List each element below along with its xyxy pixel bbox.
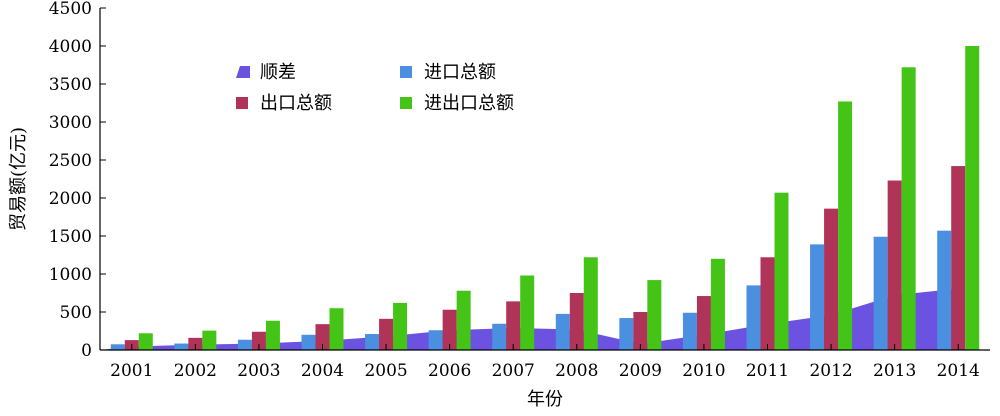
bar-0-2003 bbox=[237, 339, 252, 350]
bars-layer bbox=[110, 46, 980, 350]
bar-0-2011 bbox=[746, 285, 761, 350]
legend-swatch-0 bbox=[236, 66, 250, 78]
bar-0-2001 bbox=[110, 344, 125, 350]
y-tick-label: 4500 bbox=[49, 0, 92, 19]
y-tick-label: 2000 bbox=[49, 189, 92, 209]
x-tick-label: 2009 bbox=[619, 361, 662, 381]
bar-0-2005 bbox=[365, 334, 380, 350]
x-tick-label: 2011 bbox=[746, 361, 789, 381]
x-tick-label: 2014 bbox=[937, 361, 980, 381]
y-tick-label: 1000 bbox=[49, 265, 92, 285]
bar-0-2014 bbox=[937, 230, 952, 350]
bar-0-2012 bbox=[810, 244, 825, 350]
x-tick-label: 2007 bbox=[492, 361, 535, 381]
x-tick-label: 2004 bbox=[301, 361, 344, 381]
bar-2-2010 bbox=[710, 258, 725, 350]
surplus-area-layer bbox=[100, 288, 959, 350]
bar-1-2008 bbox=[569, 293, 584, 350]
bar-1-2005 bbox=[379, 318, 394, 350]
bar-2-2007 bbox=[520, 275, 535, 350]
bar-2-2013 bbox=[901, 67, 916, 350]
bar-1-2002 bbox=[188, 337, 203, 350]
legend-label-3: 进出口总额 bbox=[424, 93, 514, 114]
y-axis-title: 贸易额(亿元) bbox=[8, 127, 29, 231]
bar-0-2013 bbox=[873, 236, 888, 350]
bar-0-2007 bbox=[492, 323, 507, 350]
bar-0-2008 bbox=[555, 313, 570, 350]
x-tick-label: 2010 bbox=[682, 361, 725, 381]
y-tick-label: 2500 bbox=[49, 151, 92, 171]
bar-2-2012 bbox=[838, 101, 853, 350]
bar-1-2007 bbox=[506, 301, 521, 350]
bar-2-2004 bbox=[329, 308, 344, 350]
bar-2-2011 bbox=[774, 192, 789, 350]
bar-2-2008 bbox=[583, 257, 598, 350]
x-tick-label: 2003 bbox=[237, 361, 280, 381]
bar-0-2006 bbox=[428, 330, 443, 350]
x-tick-label: 2002 bbox=[174, 361, 217, 381]
bar-1-2006 bbox=[442, 309, 457, 350]
legend-label-0: 顺差 bbox=[260, 62, 296, 83]
x-axis-title: 年份 bbox=[527, 389, 563, 410]
y-tick-label: 3000 bbox=[49, 113, 92, 133]
y-tick-label: 1500 bbox=[49, 227, 92, 247]
bar-1-2014 bbox=[951, 166, 966, 350]
x-tick-label: 2008 bbox=[555, 361, 598, 381]
x-tick-label: 2005 bbox=[364, 361, 407, 381]
bar-0-2002 bbox=[174, 343, 189, 350]
surplus-area bbox=[100, 288, 959, 350]
bar-2-2005 bbox=[393, 302, 408, 350]
bar-1-2011 bbox=[760, 257, 775, 350]
bar-0-2010 bbox=[682, 312, 697, 350]
x-tick-label: 2001 bbox=[110, 361, 153, 381]
bar-2-2001 bbox=[138, 333, 153, 350]
y-tick-label: 4000 bbox=[49, 37, 92, 57]
legend-label-1: 进口总额 bbox=[424, 62, 496, 83]
x-tick-label: 2012 bbox=[809, 361, 852, 381]
bar-1-2003 bbox=[251, 331, 266, 350]
bar-2-2003 bbox=[265, 320, 280, 350]
bar-2-2009 bbox=[647, 280, 662, 350]
bar-1-2004 bbox=[315, 324, 330, 350]
bar-1-2010 bbox=[696, 296, 711, 350]
bar-1-2013 bbox=[887, 180, 902, 350]
axes-layer: 0 500 1000 1500 2000 2500 3000 3500 4000 4500 2001… bbox=[49, 0, 990, 381]
bar-0-2009 bbox=[619, 318, 634, 350]
legend-swatch-3 bbox=[400, 97, 412, 109]
bar-2-2006 bbox=[456, 290, 471, 350]
legend-label-2: 出口总额 bbox=[260, 93, 332, 114]
x-tick-label: 2006 bbox=[428, 361, 471, 381]
bar-1-2012 bbox=[824, 208, 839, 350]
bar-2-2002 bbox=[202, 330, 217, 350]
x-tick-label: 2013 bbox=[873, 361, 916, 381]
bar-2-2014 bbox=[965, 46, 980, 350]
legend-swatch-1 bbox=[400, 66, 412, 78]
y-tick-label: 0 bbox=[81, 341, 92, 361]
y-tick-label: 500 bbox=[60, 303, 92, 323]
y-tick-label: 3500 bbox=[49, 75, 92, 95]
legend-swatch-2 bbox=[236, 97, 248, 109]
bar-1-2009 bbox=[633, 312, 648, 350]
bar-0-2004 bbox=[301, 334, 316, 350]
